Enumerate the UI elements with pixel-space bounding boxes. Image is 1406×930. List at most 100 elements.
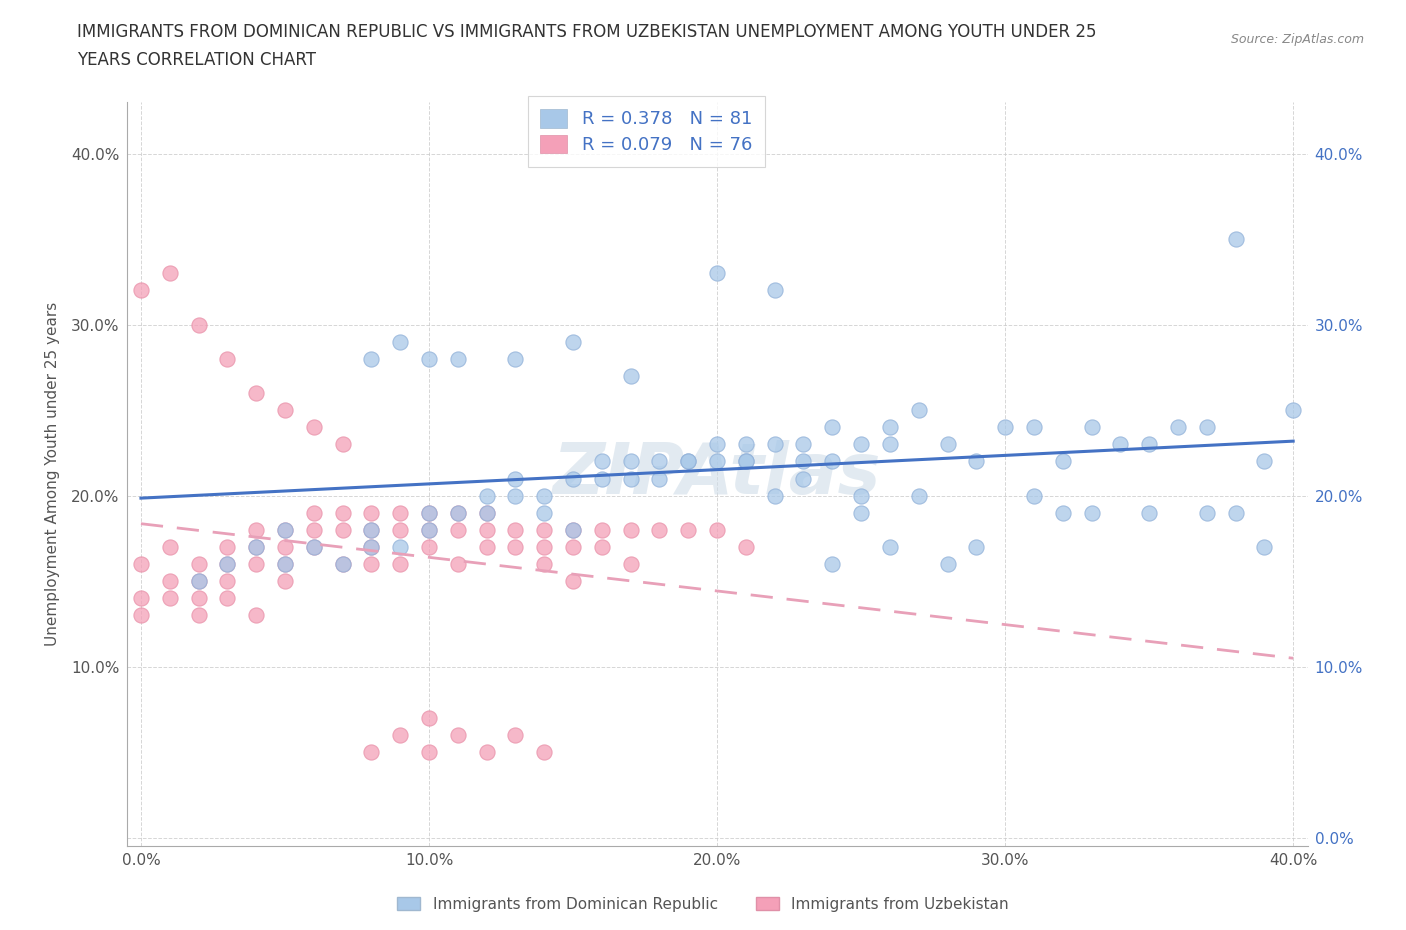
Point <box>936 437 959 452</box>
Point <box>245 557 267 572</box>
Point <box>533 488 555 503</box>
Legend: Immigrants from Dominican Republic, Immigrants from Uzbekistan: Immigrants from Dominican Republic, Immi… <box>391 890 1015 918</box>
Point <box>1080 505 1102 520</box>
Point <box>159 266 181 281</box>
Point <box>734 454 756 469</box>
Point <box>505 539 527 554</box>
Point <box>1080 419 1102 434</box>
Point <box>245 539 267 554</box>
Point <box>187 574 209 589</box>
Point <box>187 591 209 605</box>
Point <box>879 539 901 554</box>
Point <box>763 437 786 452</box>
Point <box>418 523 440 538</box>
Point <box>475 505 498 520</box>
Point <box>706 454 728 469</box>
Point <box>1225 505 1247 520</box>
Point <box>1052 454 1074 469</box>
Point <box>360 557 382 572</box>
Text: Source: ZipAtlas.com: Source: ZipAtlas.com <box>1230 33 1364 46</box>
Point <box>274 403 297 418</box>
Point <box>1253 539 1275 554</box>
Point <box>763 283 786 298</box>
Point <box>159 574 181 589</box>
Point <box>217 557 239 572</box>
Point <box>936 557 959 572</box>
Point <box>965 539 987 554</box>
Point <box>562 539 585 554</box>
Point <box>907 488 929 503</box>
Point <box>389 523 412 538</box>
Point <box>1137 437 1160 452</box>
Point <box>389 557 412 572</box>
Point <box>274 523 297 538</box>
Point <box>505 472 527 486</box>
Point <box>475 745 498 760</box>
Point <box>849 488 872 503</box>
Text: YEARS CORRELATION CHART: YEARS CORRELATION CHART <box>77 51 316 69</box>
Point <box>1195 505 1218 520</box>
Point <box>1282 403 1305 418</box>
Point <box>447 523 470 538</box>
Point <box>648 454 671 469</box>
Point <box>418 539 440 554</box>
Text: ZIPAtlas: ZIPAtlas <box>553 440 882 509</box>
Point <box>620 368 643 383</box>
Point <box>129 557 152 572</box>
Point <box>217 591 239 605</box>
Point <box>1195 419 1218 434</box>
Point <box>678 523 700 538</box>
Point <box>389 727 412 742</box>
Point <box>678 454 700 469</box>
Point <box>447 505 470 520</box>
Point <box>706 266 728 281</box>
Point <box>447 505 470 520</box>
Point <box>1167 419 1189 434</box>
Point <box>360 745 382 760</box>
Point <box>475 505 498 520</box>
Point <box>475 523 498 538</box>
Point <box>792 472 814 486</box>
Point <box>332 437 354 452</box>
Point <box>821 557 844 572</box>
Point <box>505 523 527 538</box>
Point <box>505 727 527 742</box>
Point <box>187 317 209 332</box>
Point <box>187 608 209 623</box>
Point <box>1052 505 1074 520</box>
Point <box>302 505 325 520</box>
Point <box>418 505 440 520</box>
Point <box>533 505 555 520</box>
Point <box>620 523 643 538</box>
Y-axis label: Unemployment Among Youth under 25 years: Unemployment Among Youth under 25 years <box>45 302 60 646</box>
Point <box>360 352 382 366</box>
Point <box>447 727 470 742</box>
Point <box>792 454 814 469</box>
Point <box>245 608 267 623</box>
Point <box>849 505 872 520</box>
Point <box>994 419 1017 434</box>
Point <box>302 539 325 554</box>
Point <box>360 523 382 538</box>
Point <box>245 539 267 554</box>
Point <box>475 539 498 554</box>
Point <box>562 523 585 538</box>
Point <box>389 539 412 554</box>
Point <box>129 591 152 605</box>
Point <box>245 523 267 538</box>
Point <box>1022 419 1045 434</box>
Point <box>562 472 585 486</box>
Point <box>734 539 756 554</box>
Point <box>129 608 152 623</box>
Legend: R = 0.378   N = 81, R = 0.079   N = 76: R = 0.378 N = 81, R = 0.079 N = 76 <box>527 97 765 166</box>
Point <box>389 334 412 349</box>
Point <box>447 557 470 572</box>
Point <box>907 403 929 418</box>
Point <box>734 454 756 469</box>
Point <box>1137 505 1160 520</box>
Point <box>591 523 613 538</box>
Point <box>734 437 756 452</box>
Point <box>274 557 297 572</box>
Point <box>879 419 901 434</box>
Point <box>217 352 239 366</box>
